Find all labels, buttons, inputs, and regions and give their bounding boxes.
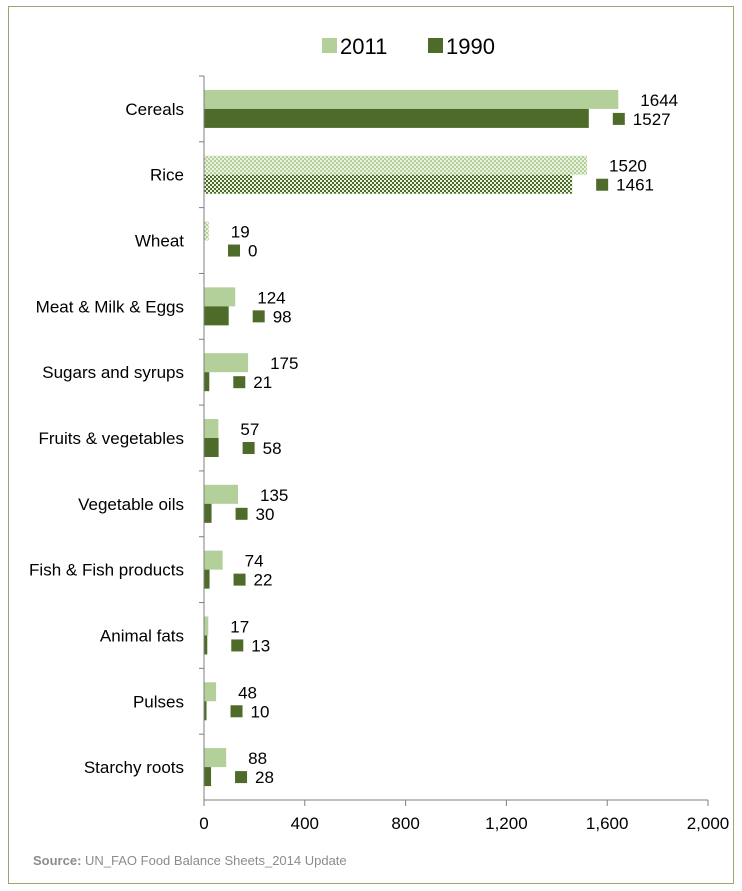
value-marker-1990-fruits-and-vegetables	[242, 442, 255, 454]
bar-2011-pulses	[204, 682, 217, 702]
bar-2011-starchy-roots	[204, 748, 227, 768]
x-tick-label: 400	[291, 814, 319, 833]
value-label-1990-pulses: 10	[251, 702, 270, 721]
x-tick-label: 800	[391, 814, 419, 833]
bar-2011-vegetable-oils	[204, 484, 239, 504]
value-marker-1990-vegetable-oils	[235, 507, 248, 520]
value-label-2011-meat-and-milk-and-eggs: 124	[257, 288, 285, 307]
bar-2011-wheat	[204, 221, 209, 241]
bar-2011-cereals	[204, 89, 619, 109]
x-tick-label: 1,600	[586, 814, 629, 833]
axes-group: 0 400 800 1,200 1,600 2,000	[199, 75, 730, 833]
bar-2011-rice	[204, 155, 588, 175]
category-label-cereals: Cereals	[125, 100, 184, 119]
chart-frame	[8, 6, 734, 884]
category-label-pulses: Pulses	[133, 692, 184, 711]
value-marker-1990-pulses	[230, 705, 243, 718]
category-label-animal-fats: Animal fats	[100, 626, 184, 645]
bar-1990-starchy-roots	[204, 767, 212, 787]
category-label-fish-and-fish-products: Fish & Fish products	[29, 561, 184, 580]
value-marker-1990-animal-fats	[231, 639, 244, 652]
value-label-2011-vegetable-oils: 135	[260, 486, 288, 505]
source-note: Source: UN_FAO Food Balance Sheets_2014 …	[33, 853, 347, 868]
source-text: UN_FAO Food Balance Sheets_2014 Update	[85, 853, 347, 868]
value-label-1990-animal-fats: 13	[251, 636, 270, 655]
bar-1990-fish-and-fish-products	[204, 569, 210, 589]
bar-1990-animal-fats	[204, 635, 208, 655]
value-label-2011-rice: 1520	[609, 157, 647, 176]
value-marker-1990-fish-and-fish-products	[233, 573, 246, 586]
x-tick-label: 2,000	[687, 814, 730, 833]
bar-2011-meat-and-milk-and-eggs	[204, 287, 236, 307]
value-label-1990-fruits-and-vegetables: 58	[263, 439, 282, 458]
category-label-rice: Rice	[150, 166, 184, 185]
bar-1990-sugars-and-syrups	[204, 372, 210, 392]
category-label-wheat: Wheat	[135, 232, 184, 251]
value-marker-1990-cereals	[612, 112, 625, 125]
bar-2011-fish-and-fish-products	[204, 550, 223, 570]
value-label-2011-sugars-and-syrups: 175	[270, 354, 298, 373]
legend-label-2011: 2011	[340, 34, 387, 59]
x-tick-label: 0	[199, 814, 208, 833]
legend-swatch-2011	[322, 38, 337, 53]
value-label-2011-wheat: 19	[231, 223, 250, 242]
value-label-1990-vegetable-oils: 30	[256, 505, 275, 524]
bar-2011-sugars-and-syrups	[204, 353, 249, 373]
bar-1990-rice	[204, 174, 573, 194]
value-label-1990-sugars-and-syrups: 21	[253, 373, 272, 392]
category-label-starchy-roots: Starchy roots	[84, 758, 184, 777]
value-label-1990-fish-and-fish-products: 22	[254, 571, 273, 590]
value-label-2011-starchy-roots: 88	[248, 749, 267, 768]
source-label: Source:	[33, 853, 82, 868]
value-label-2011-fruits-and-vegetables: 57	[240, 420, 259, 439]
value-label-2011-cereals: 1644	[640, 91, 678, 110]
value-label-2011-animal-fats: 17	[230, 617, 249, 636]
bar-1990-meat-and-milk-and-eggs	[204, 306, 229, 326]
value-marker-1990-sugars-and-syrups	[233, 376, 246, 389]
bar-1990-vegetable-oils	[204, 503, 212, 523]
category-label-sugars-and-syrups: Sugars and syrups	[42, 363, 184, 382]
legend: 2011 1990	[322, 34, 495, 59]
value-label-1990-cereals: 1527	[633, 110, 671, 129]
category-label-vegetable-oils: Vegetable oils	[78, 495, 184, 514]
bar-1990-fruits-and-vegetables	[204, 438, 219, 457]
value-label-1990-wheat: 0	[248, 242, 257, 261]
legend-label-1990: 1990	[446, 34, 495, 59]
value-label-1990-rice: 1461	[616, 176, 654, 195]
bar-2011-fruits-and-vegetables	[204, 419, 219, 438]
value-marker-1990-meat-and-milk-and-eggs	[252, 310, 265, 323]
category-label-fruits-and-vegetables: Fruits & vegetables	[38, 429, 184, 448]
value-marker-1990-starchy-roots	[235, 771, 248, 784]
category-label-meat-and-milk-and-eggs: Meat & Milk & Eggs	[36, 297, 184, 316]
value-label-1990-meat-and-milk-and-eggs: 98	[273, 307, 292, 326]
bar-2011-animal-fats	[204, 616, 209, 636]
bar-1990-pulses	[204, 701, 207, 721]
value-marker-1990-rice	[596, 178, 609, 191]
value-marker-1990-wheat	[228, 244, 240, 257]
x-tick-label: 1,200	[485, 814, 528, 833]
bar-1990-cereals	[204, 108, 589, 128]
legend-swatch-1990	[428, 38, 443, 53]
value-label-2011-pulses: 48	[238, 683, 257, 702]
bars-group	[204, 89, 619, 787]
value-label-2011-fish-and-fish-products: 74	[245, 552, 264, 571]
value-label-1990-starchy-roots: 28	[255, 768, 274, 787]
